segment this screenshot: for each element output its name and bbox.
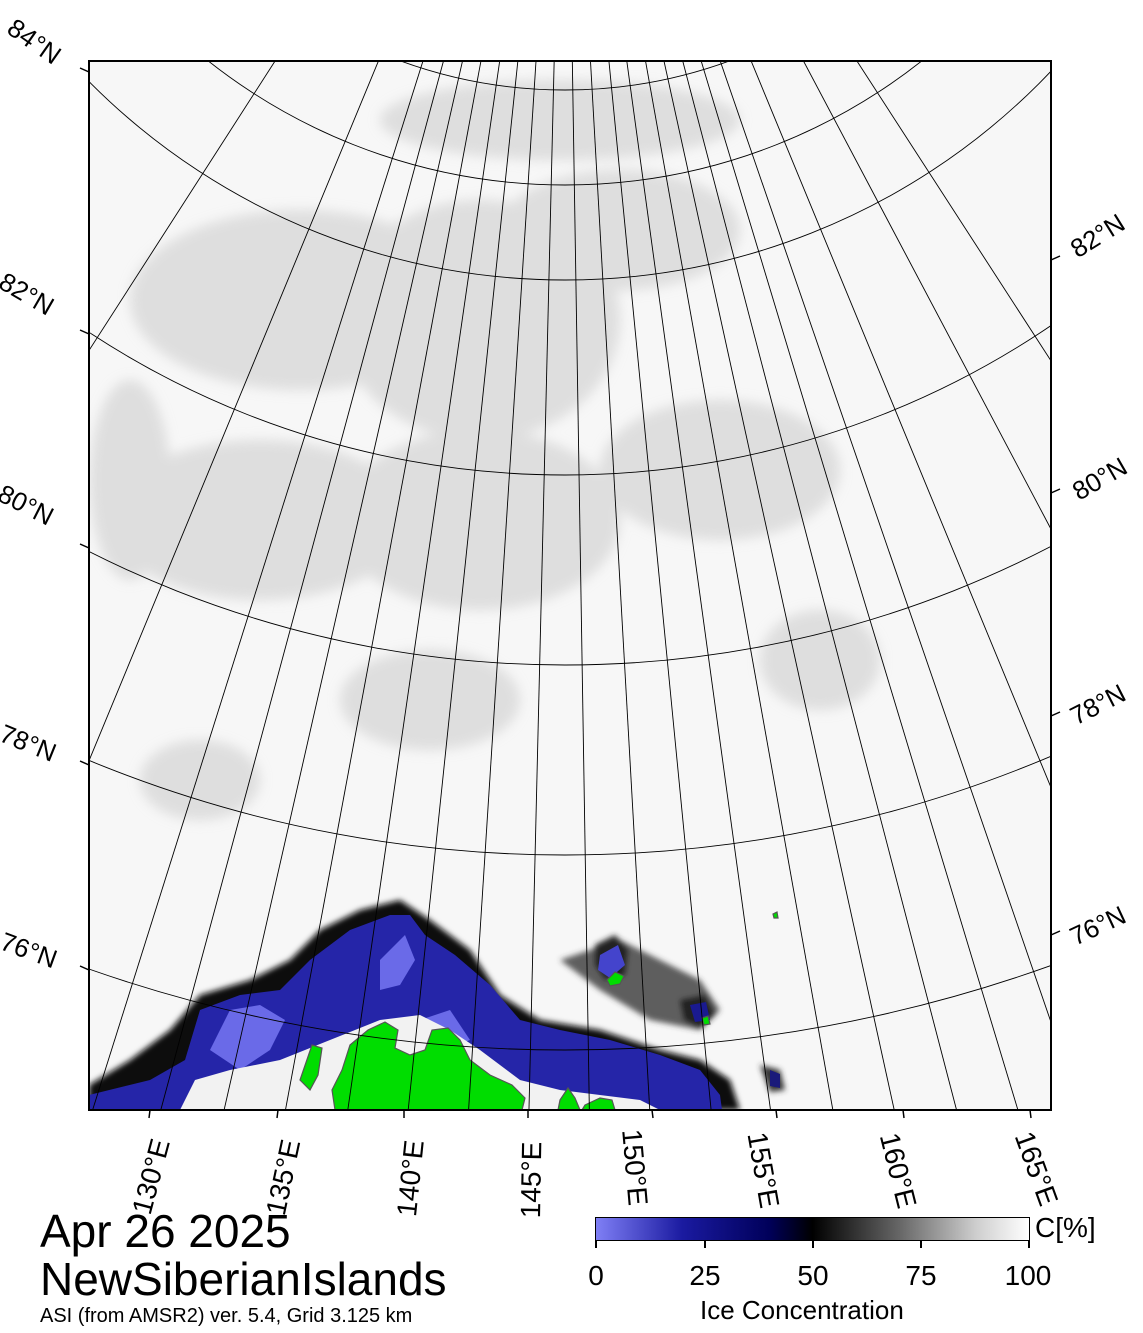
colorbar-value-100: 100: [1004, 1260, 1052, 1291]
faddeyevsky-island: [557, 1086, 581, 1110]
kotelny-island: [331, 1021, 526, 1110]
latitude-circles: [89, 61, 1051, 1051]
colorbar-tick-50: [812, 1240, 814, 1248]
date-title: Apr 26 2025: [40, 1205, 291, 1257]
axis-ticks: [79, 67, 1061, 1119]
map-frame: [88, 60, 1052, 1111]
small-island-2: [772, 911, 779, 919]
land-masses: [299, 911, 779, 1110]
region-title: NewSiberianIslands: [40, 1253, 447, 1305]
colorbar-value-75: 75: [905, 1260, 937, 1291]
colorbar-tick-25: [704, 1240, 706, 1248]
colorbar-tick-75: [920, 1240, 922, 1248]
lon-label-145e: 145°E: [515, 1141, 548, 1219]
colorbar-value-50: 50: [797, 1260, 829, 1291]
colorbar-tick-0: [595, 1240, 597, 1248]
colorbar-value-25: 25: [689, 1260, 721, 1291]
lon-label-150e: 150°E: [616, 1127, 654, 1207]
bennett-island: [606, 971, 625, 987]
bunge-land: [299, 1044, 323, 1091]
colorbar-unit: C[%]: [1035, 1212, 1096, 1243]
meridians: [89, 61, 1051, 1110]
colorbar-value-0: 0: [588, 1260, 604, 1291]
small-island-1: [701, 1015, 711, 1026]
colorbar: [595, 1217, 1030, 1241]
product-info: ASI (from AMSR2) ver. 5.4, Grid 3.125 km: [40, 1305, 413, 1327]
colorbar-tick-100: [1028, 1240, 1030, 1248]
colorbar-label: Ice Concentration: [700, 1295, 904, 1325]
